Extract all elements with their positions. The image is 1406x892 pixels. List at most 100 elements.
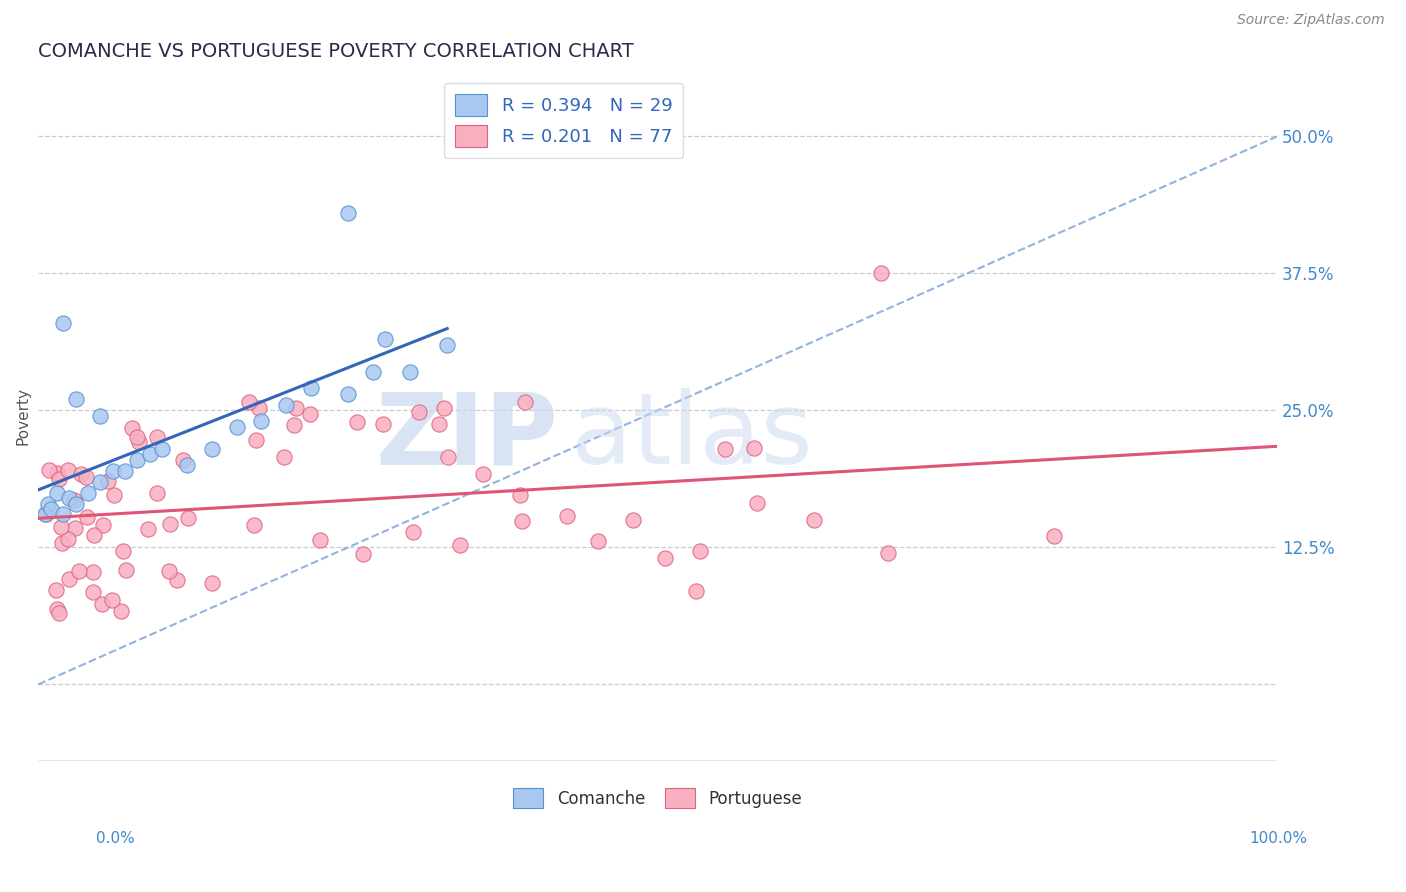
Point xyxy=(166,574,188,588)
Point xyxy=(89,409,111,423)
Point xyxy=(433,401,456,415)
Point xyxy=(299,381,322,395)
Point xyxy=(449,538,471,552)
Point xyxy=(58,491,80,505)
Point xyxy=(114,464,136,478)
Point xyxy=(555,508,578,523)
Point xyxy=(48,607,70,621)
Point xyxy=(337,387,360,401)
Point xyxy=(52,508,75,522)
Point xyxy=(298,408,321,422)
Point xyxy=(472,467,495,482)
Point xyxy=(157,564,180,578)
Point xyxy=(75,470,97,484)
Point xyxy=(276,398,298,412)
Point xyxy=(145,430,167,444)
Point xyxy=(201,575,224,590)
Point xyxy=(127,452,149,467)
Point xyxy=(250,414,273,428)
Legend: Comanche, Portuguese: Comanche, Portuguese xyxy=(506,781,808,815)
Point xyxy=(100,593,122,607)
Point xyxy=(586,533,609,548)
Text: Source: ZipAtlas.com: Source: ZipAtlas.com xyxy=(1237,13,1385,28)
Point xyxy=(46,466,69,480)
Point xyxy=(70,467,93,482)
Point xyxy=(714,442,737,456)
Point xyxy=(93,518,115,533)
Point xyxy=(402,525,425,540)
Point xyxy=(46,601,69,615)
Point xyxy=(77,485,100,500)
Point xyxy=(67,564,90,578)
Point xyxy=(1043,529,1066,543)
Point xyxy=(869,266,891,280)
Point xyxy=(803,512,825,526)
Point xyxy=(146,486,169,500)
Text: ZIP: ZIP xyxy=(375,388,558,485)
Point xyxy=(245,434,267,448)
Point xyxy=(159,517,181,532)
Point xyxy=(742,441,765,455)
Point xyxy=(125,430,148,444)
Point xyxy=(89,475,111,489)
Point xyxy=(201,442,224,456)
Point xyxy=(45,485,67,500)
Point xyxy=(513,394,536,409)
Point xyxy=(82,565,104,579)
Point xyxy=(243,518,266,533)
Point xyxy=(352,547,374,561)
Point xyxy=(346,416,368,430)
Point xyxy=(39,502,62,516)
Point xyxy=(49,520,72,534)
Point xyxy=(510,514,533,528)
Point xyxy=(745,496,768,510)
Point xyxy=(437,450,460,464)
Point xyxy=(51,535,73,549)
Point xyxy=(225,420,247,434)
Point xyxy=(247,401,270,415)
Point xyxy=(238,395,260,409)
Point xyxy=(56,532,79,546)
Point xyxy=(56,463,79,477)
Point xyxy=(685,584,707,599)
Point xyxy=(308,533,330,547)
Point xyxy=(136,522,159,536)
Point xyxy=(408,405,430,419)
Point xyxy=(110,605,132,619)
Point xyxy=(172,453,194,467)
Point xyxy=(48,472,70,486)
Point xyxy=(284,401,307,416)
Point xyxy=(877,546,900,560)
Point xyxy=(176,458,198,473)
Point xyxy=(128,434,150,449)
Point xyxy=(38,463,60,477)
Point xyxy=(121,420,143,434)
Y-axis label: Poverty: Poverty xyxy=(15,387,30,445)
Point xyxy=(373,417,395,432)
Point xyxy=(76,510,98,524)
Point xyxy=(361,365,384,379)
Point xyxy=(63,492,86,507)
Point xyxy=(427,417,450,432)
Point xyxy=(689,543,711,558)
Point xyxy=(283,418,305,433)
Point xyxy=(337,206,360,220)
Point xyxy=(90,597,112,611)
Point xyxy=(374,332,396,346)
Point xyxy=(150,442,173,456)
Point xyxy=(509,488,531,502)
Point xyxy=(65,392,87,407)
Point xyxy=(103,487,125,501)
Point xyxy=(97,475,120,489)
Text: atlas: atlas xyxy=(571,388,813,485)
Point xyxy=(63,521,86,535)
Text: COMANCHE VS PORTUGUESE POVERTY CORRELATION CHART: COMANCHE VS PORTUGUESE POVERTY CORRELATI… xyxy=(38,42,634,61)
Point xyxy=(139,447,162,461)
Point xyxy=(654,551,676,566)
Point xyxy=(111,544,134,558)
Point xyxy=(273,450,295,464)
Point xyxy=(115,564,138,578)
Point xyxy=(176,511,198,525)
Point xyxy=(37,497,59,511)
Point xyxy=(58,572,80,586)
